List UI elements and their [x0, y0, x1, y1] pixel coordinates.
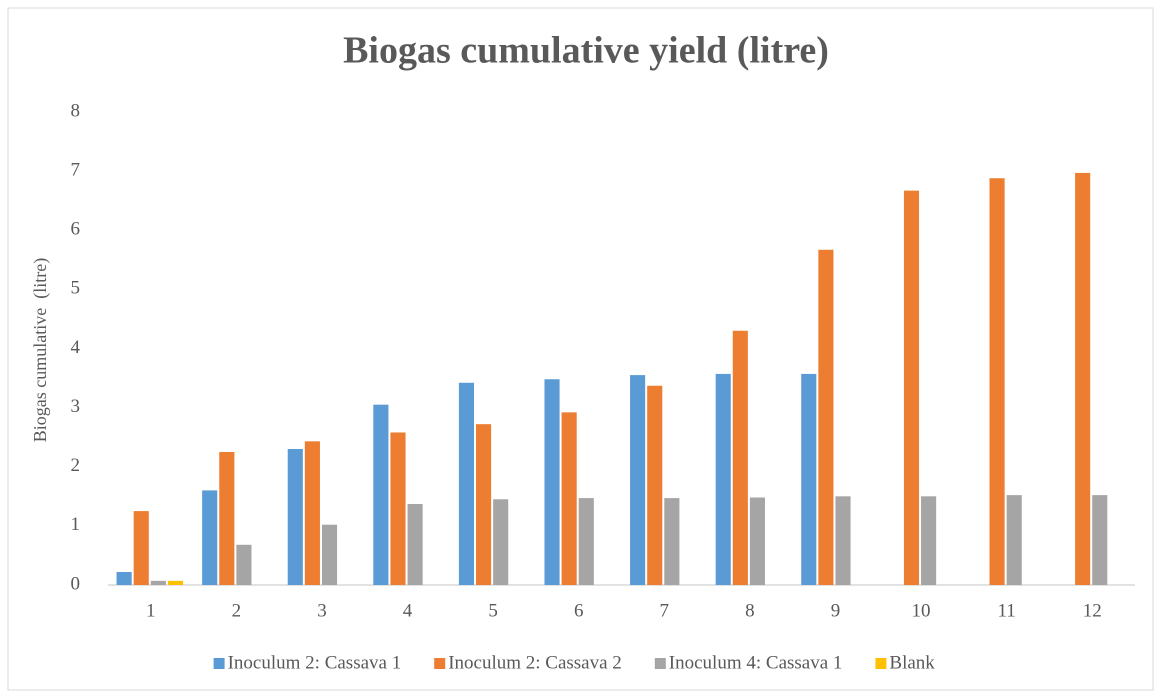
bar [133, 511, 149, 585]
bar [544, 379, 560, 585]
bar [732, 330, 748, 585]
bar [167, 580, 184, 585]
y-tick-label: 8 [71, 100, 81, 121]
bar [219, 451, 235, 585]
x-tick-label: 4 [403, 600, 413, 621]
x-tick-label: 11 [997, 600, 1015, 621]
bar [801, 373, 817, 585]
bar [287, 449, 303, 585]
legend-label: Inoculum 2: Cassava 2 [448, 652, 622, 673]
bar [818, 249, 834, 586]
bar [476, 424, 492, 585]
bar [921, 496, 937, 585]
legend-swatch [434, 658, 446, 669]
x-tick-label: 6 [574, 600, 584, 621]
legend-swatch [875, 658, 887, 669]
bar [321, 524, 338, 585]
bar [903, 190, 920, 586]
x-tick-label: 2 [232, 600, 242, 621]
bar [664, 498, 680, 585]
y-tick-label: 0 [71, 573, 81, 594]
x-tick-label: 3 [317, 600, 327, 621]
y-tick-label: 3 [71, 396, 81, 417]
legend-label: Inoculum 2: Cassava 1 [228, 652, 402, 673]
y-axis-title: Biogas cumulative (litre) [30, 258, 51, 442]
legend-swatch [213, 658, 225, 669]
bar [1092, 495, 1108, 585]
bar [493, 499, 509, 585]
y-tick-label: 6 [71, 219, 81, 240]
legend-label: Inoculum 4: Cassava 1 [669, 652, 843, 673]
x-tick-label: 7 [660, 600, 670, 621]
bar [236, 544, 252, 585]
bar [390, 432, 406, 585]
bar [561, 412, 577, 585]
x-tick-label: 9 [831, 600, 841, 621]
bar [373, 404, 389, 585]
bar [835, 496, 851, 585]
x-tick-label: 1 [146, 600, 156, 621]
bar [1075, 172, 1091, 585]
bar [647, 385, 663, 585]
x-tick-label: 10 [912, 600, 931, 621]
bar [578, 498, 594, 585]
bar [202, 490, 218, 585]
bar [715, 373, 731, 585]
y-tick-label: 4 [71, 337, 81, 358]
chart-frame [7, 7, 1154, 691]
x-tick-label: 12 [1083, 600, 1102, 621]
bar [407, 503, 423, 585]
bar [150, 580, 166, 585]
bar [304, 441, 320, 585]
bar [458, 382, 475, 585]
bar [630, 375, 646, 585]
y-tick-label: 1 [71, 514, 81, 535]
y-tick-label: 7 [71, 159, 81, 180]
y-tick-label: 5 [71, 278, 81, 299]
legend-swatch [654, 658, 666, 669]
y-tick-label: 2 [71, 455, 81, 476]
x-tick-label: 5 [488, 600, 498, 621]
bar [1006, 495, 1022, 585]
chart-title: Biogas cumulative yield (litre) [343, 30, 829, 72]
bar [989, 178, 1005, 585]
bar [749, 497, 765, 585]
legend-label: Blank [889, 652, 935, 673]
x-tick-label: 8 [745, 600, 755, 621]
bar [116, 571, 132, 585]
